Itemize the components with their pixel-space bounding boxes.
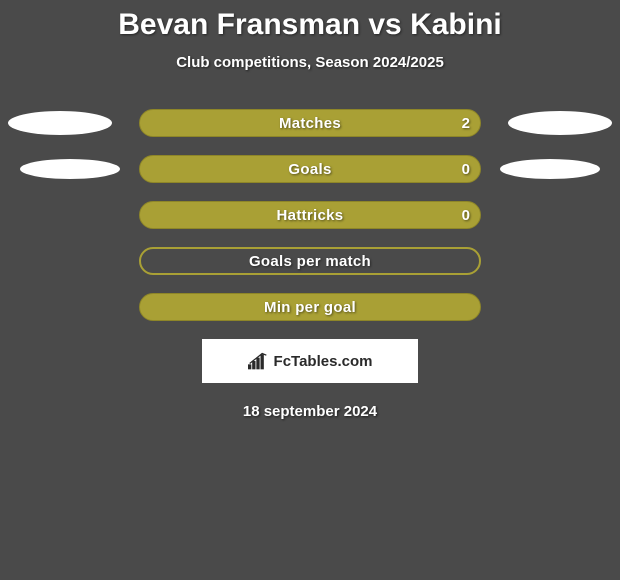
stat-label: Matches — [279, 115, 341, 132]
stat-bar: Min per goal — [139, 293, 481, 321]
stat-label: Hattricks — [277, 207, 344, 224]
stat-right-value: 0 — [462, 207, 470, 224]
player-left-marker — [20, 159, 120, 179]
stat-label: Goals per match — [249, 253, 371, 270]
chart-icon — [248, 352, 268, 370]
player-left-marker — [8, 111, 112, 135]
stat-label: Goals — [288, 161, 331, 178]
comparison-card: Bevan Fransman vs Kabini Club competitio… — [0, 0, 620, 420]
stat-row: Matches 2 — [0, 109, 620, 137]
page-title: Bevan Fransman vs Kabini — [0, 8, 620, 42]
stat-row: Min per goal — [0, 293, 620, 321]
player-right-marker — [500, 159, 600, 179]
stat-bar: Goals per match — [139, 247, 481, 275]
player-right-marker — [508, 111, 612, 135]
stat-row: Hattricks 0 — [0, 201, 620, 229]
subtitle: Club competitions, Season 2024/2025 — [0, 54, 620, 71]
stat-row: Goals per match — [0, 247, 620, 275]
stat-right-value: 0 — [462, 161, 470, 178]
stat-bar: Hattricks 0 — [139, 201, 481, 229]
stat-bar: Matches 2 — [139, 109, 481, 137]
stat-row: Goals 0 — [0, 155, 620, 183]
stats-area: Matches 2 Goals 0 Hattricks 0 Goals per match M… — [0, 109, 620, 321]
source-badge[interactable]: FcTables.com — [202, 339, 418, 383]
stat-bar: Goals 0 — [139, 155, 481, 183]
stat-label: Min per goal — [264, 299, 356, 316]
stat-right-value: 2 — [462, 115, 470, 132]
badge-text: FcTables.com — [274, 353, 373, 370]
footer-date: 18 september 2024 — [0, 403, 620, 420]
